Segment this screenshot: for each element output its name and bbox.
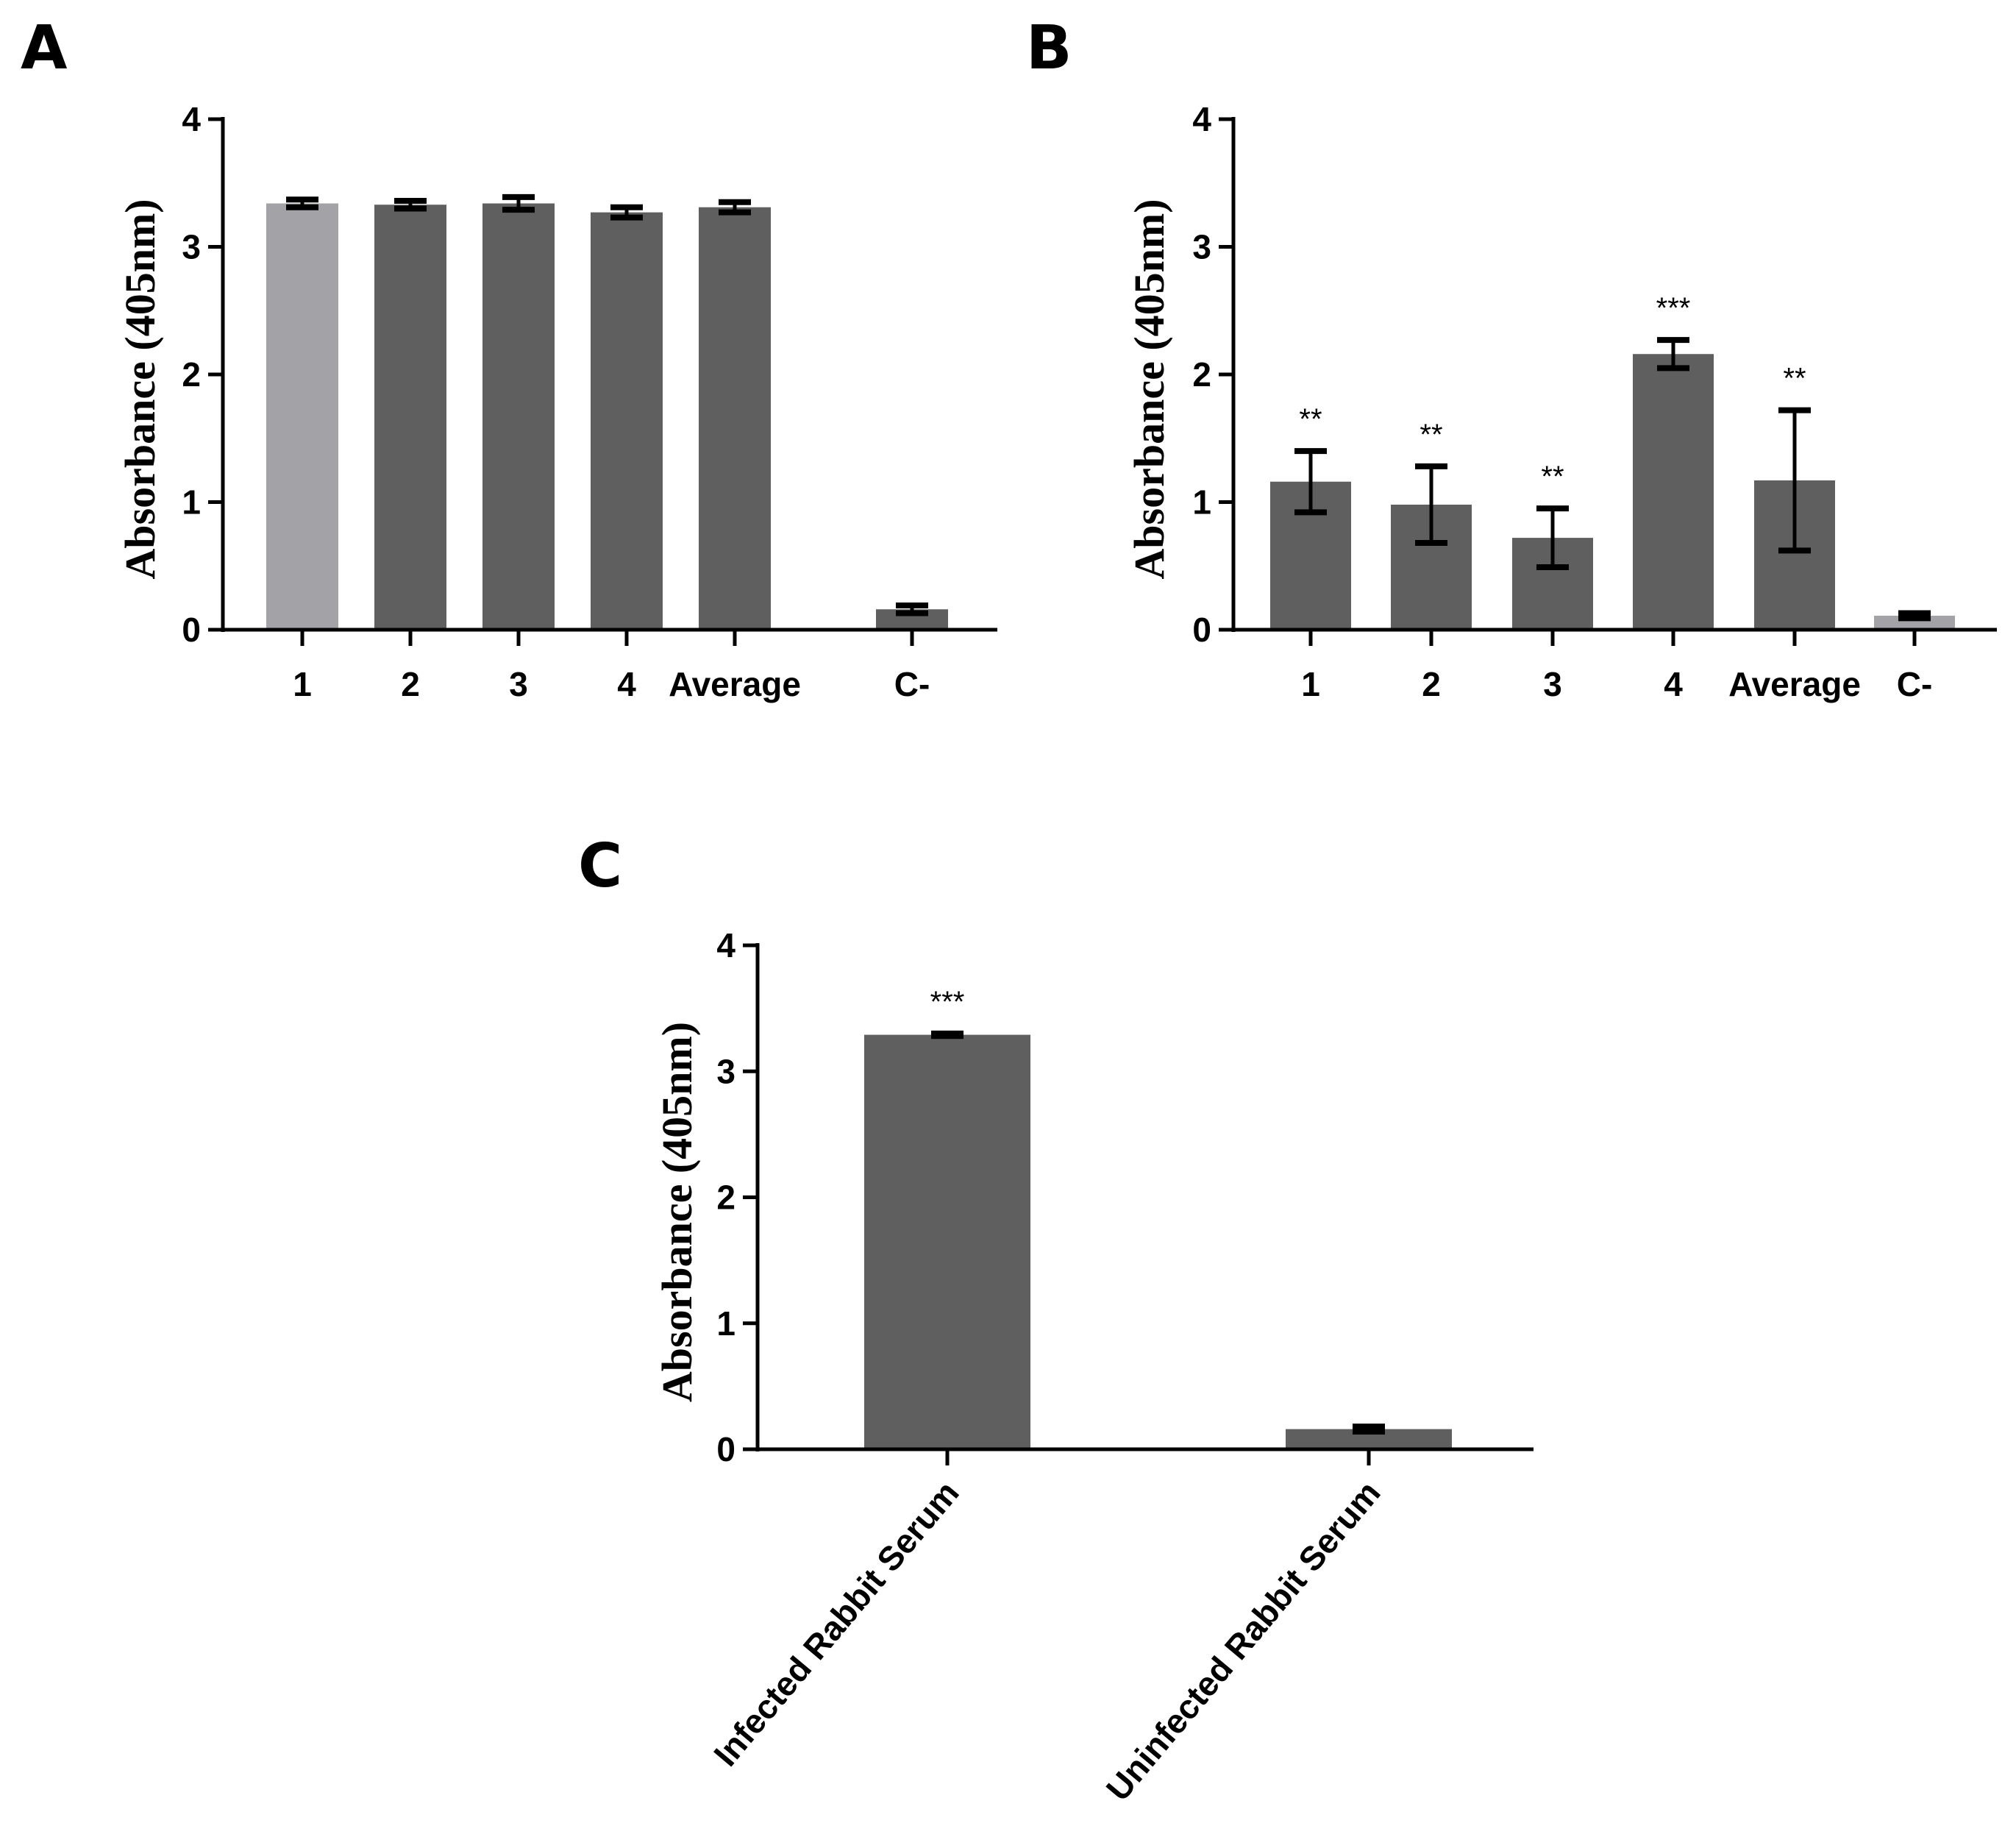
y-tick-label: 0 [716, 1430, 735, 1468]
significance-marker: ** [1541, 461, 1564, 493]
panel-b-label: B [1026, 13, 1072, 83]
y-tick-label: 3 [182, 228, 201, 266]
y-tick-label: 4 [182, 100, 201, 138]
x-tick-label: 3 [509, 665, 528, 703]
y-tick-label: 2 [182, 355, 201, 394]
x-tick-label: Uninfected Rabbit Serum [1099, 1474, 1388, 1808]
x-tick-label: 1 [1301, 665, 1320, 703]
y-axis-label: Absorbance (405nm) [1125, 199, 1173, 579]
x-tick-label: C- [894, 665, 930, 703]
y-axis-label: Absorbance (405nm) [653, 1022, 701, 1402]
y-tick-label: 2 [1192, 355, 1211, 394]
significance-marker: ** [1299, 403, 1322, 436]
bar-A-3 [591, 212, 663, 630]
significance-marker: *** [930, 986, 965, 1018]
bar-A-0 [266, 203, 338, 630]
x-tick-label: 4 [1664, 665, 1683, 703]
bar-A-2 [482, 203, 555, 630]
y-tick-label: 1 [1192, 483, 1211, 522]
x-tick-label: Infected Rabbit Serum [706, 1474, 966, 1773]
x-tick-label: 3 [1543, 665, 1562, 703]
bar-A-4 [699, 207, 771, 630]
bar-B-3 [1633, 354, 1714, 630]
x-tick-label: 2 [1422, 665, 1441, 703]
bar-A-1 [374, 205, 446, 630]
y-tick-label: 0 [1192, 611, 1211, 649]
y-tick-label: 3 [1192, 228, 1211, 266]
y-tick-label: 1 [716, 1304, 735, 1343]
significance-marker: *** [1656, 292, 1691, 324]
y-tick-label: 3 [716, 1052, 735, 1090]
y-tick-label: 1 [182, 483, 201, 522]
panel-a-label: A [21, 13, 68, 83]
y-tick-label: 0 [182, 611, 201, 649]
bar-B-5 [1874, 615, 1955, 630]
x-tick-label: Average [1728, 665, 1861, 703]
x-tick-label: Average [669, 665, 801, 703]
y-tick-label: 4 [716, 926, 735, 964]
x-tick-label: 2 [401, 665, 420, 703]
panel-c-label: C [578, 831, 623, 901]
bar-C-0 [864, 1034, 1030, 1449]
x-tick-label: C- [1897, 665, 1933, 703]
x-tick-label: 1 [293, 665, 312, 703]
y-tick-label: 2 [716, 1179, 735, 1217]
y-tick-label: 4 [1192, 100, 1211, 138]
significance-marker: ** [1783, 363, 1806, 395]
y-axis-label: Absorbance (405nm) [116, 199, 164, 579]
significance-marker: ** [1420, 419, 1442, 451]
x-tick-label: 4 [617, 665, 636, 703]
